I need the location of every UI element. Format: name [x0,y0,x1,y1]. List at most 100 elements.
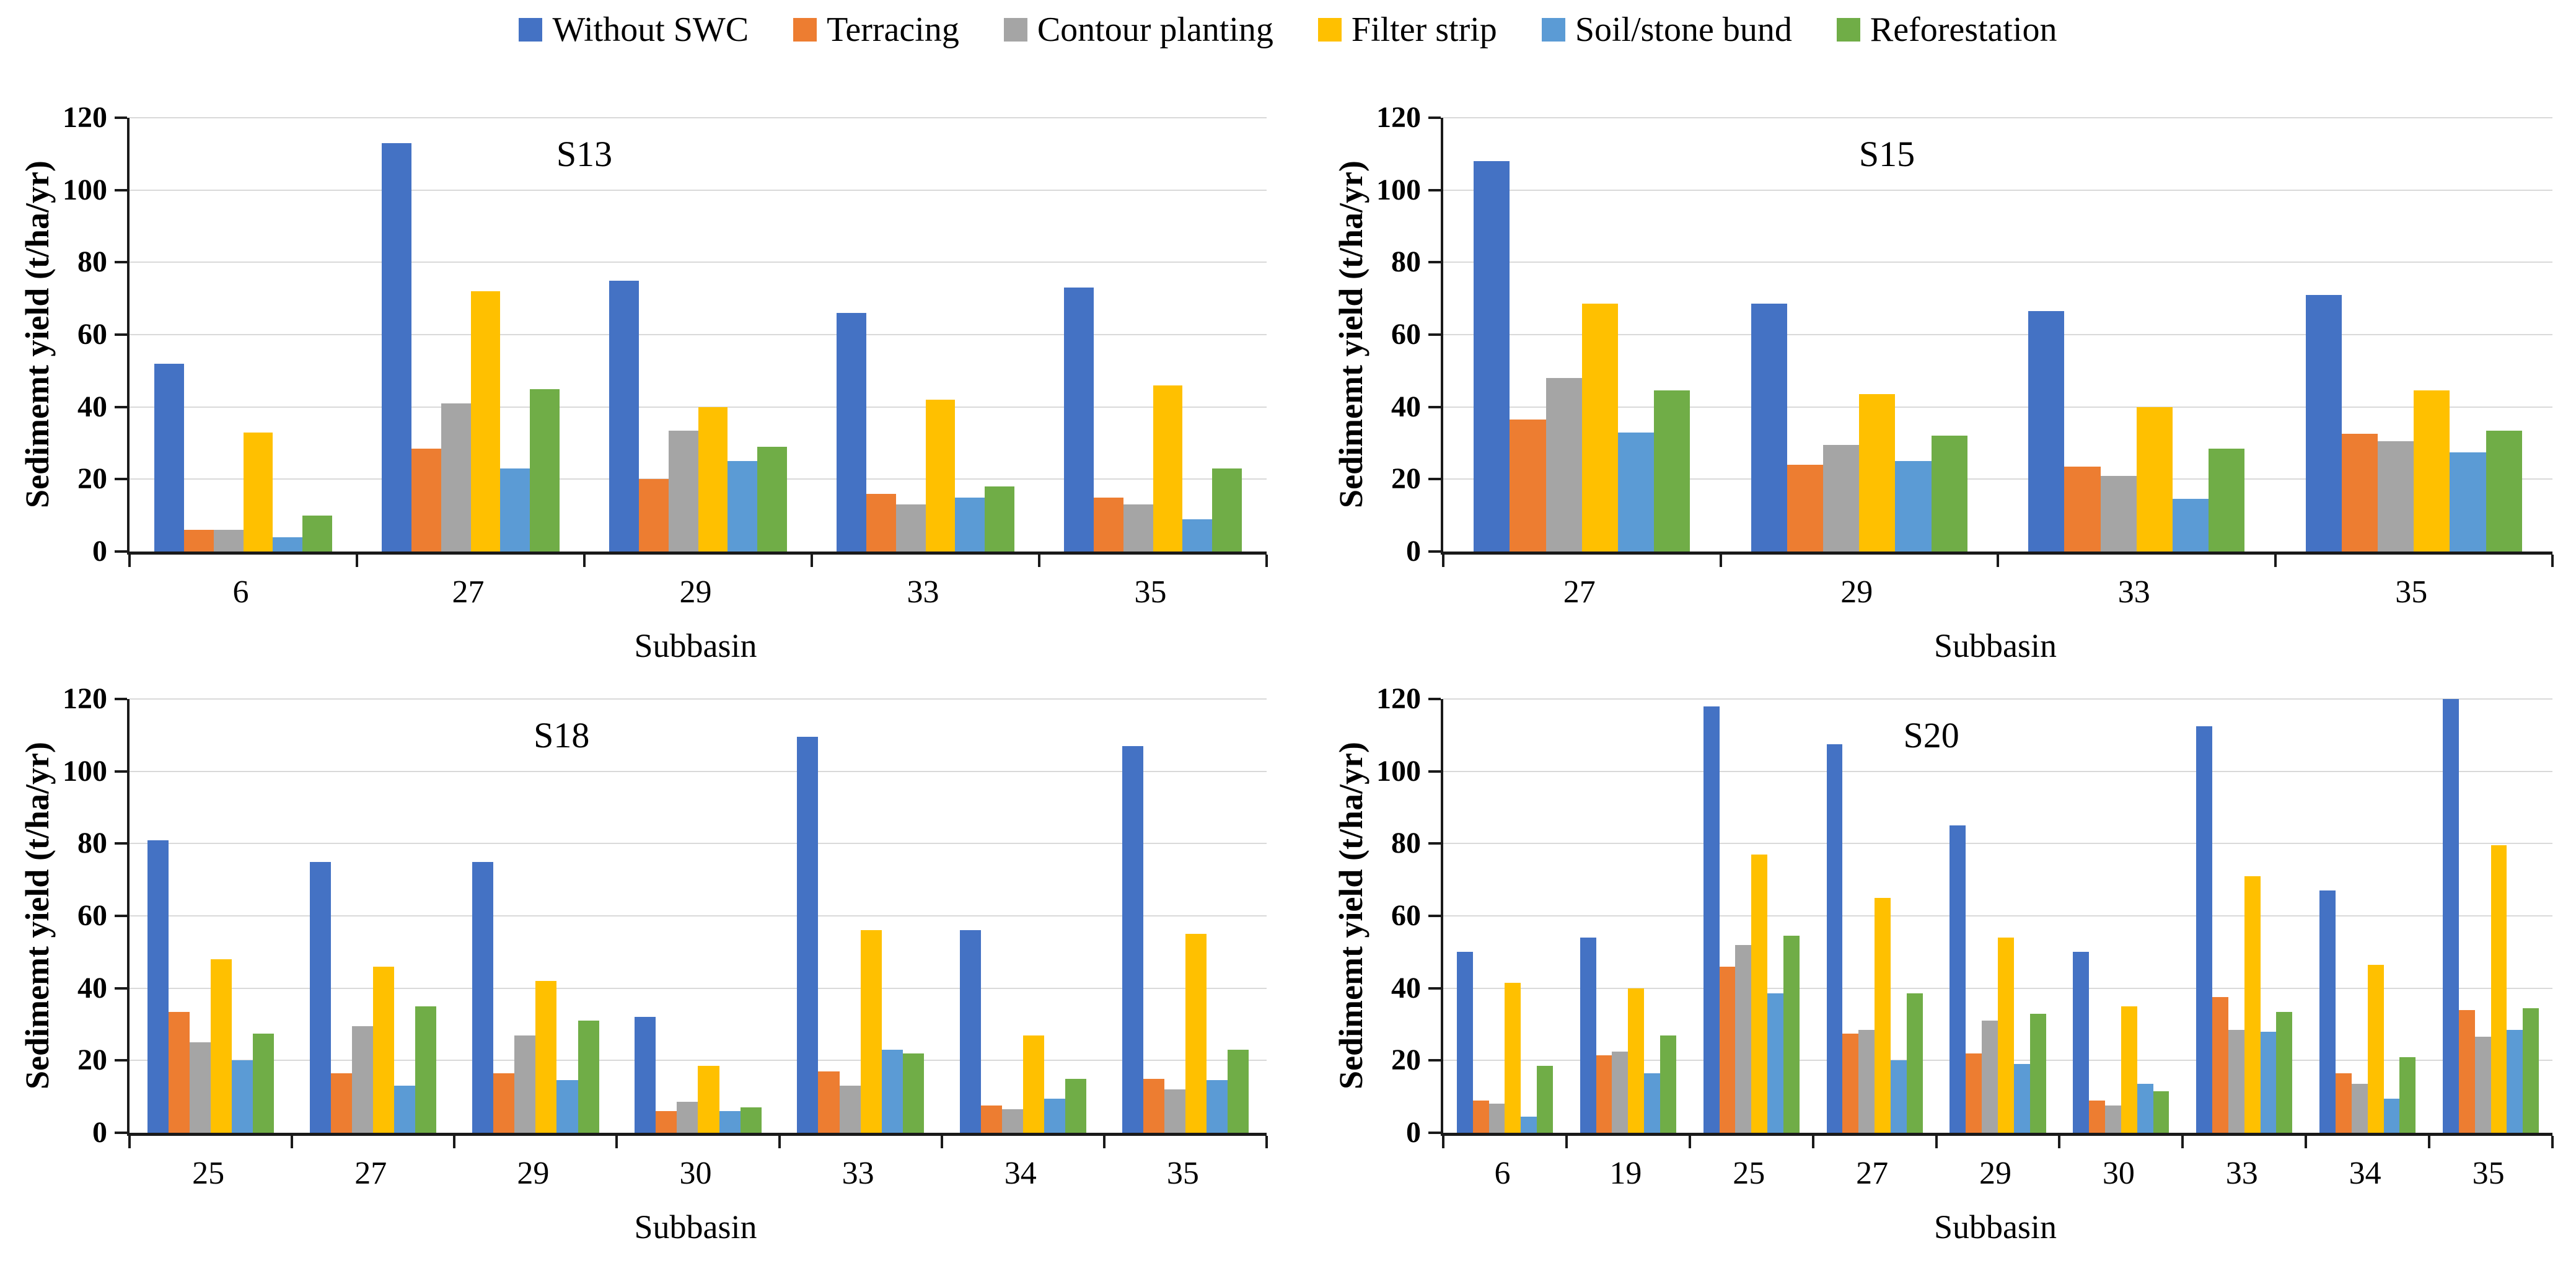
bar-terracing [2458,1009,2475,1133]
bar-contour-planting [839,1086,861,1133]
bar-reforestation [2209,448,2245,552]
y-tick-mark-icon [115,1059,127,1062]
x-tick-mark-icon [2274,555,2277,567]
bar-soil-stone-bund [2137,1084,2153,1133]
gridline [130,1060,1267,1062]
x-axis-ticks: 25 27 29 30 33 34 35 [127,1158,1264,1190]
bar-soil-stone-bund [232,1060,253,1133]
y-tick: 60 [1391,320,1441,349]
bar-soil-stone-bund [728,461,757,552]
legend-label: Filter strip [1351,10,1497,49]
bar-terracing [2064,466,2101,552]
bar-contour-planting [1001,1109,1023,1133]
x-tick-mark-icon [1565,1136,1568,1148]
bar-contour-planting [1612,1051,1629,1133]
bar-reforestation [529,389,560,552]
panel-title: S18 [534,715,590,755]
x-tick-label: 35 [2472,1156,2505,1191]
bar-contour-planting [514,1035,536,1133]
y-tick-label: 80 [77,827,107,860]
x-axis-ticks: 27 29 33 35 [1441,576,2550,609]
x-tick-label: 27 [1856,1156,1889,1191]
bar-filter-strip [470,291,501,552]
y-tick-label: 60 [1391,318,1421,351]
bar-contour-planting [1858,1029,1875,1133]
x-tick-mark-icon [1935,1136,1938,1148]
bar-group-subbasin-19 [1567,699,1690,1133]
bar-without-swc [1580,938,1596,1133]
bar-filter-strip [1751,854,1768,1133]
bar-group-subbasin-29 [454,699,617,1133]
bar-terracing [818,1071,840,1133]
y-tick: 20 [1391,464,1441,494]
bar-group-subbasin-27 [1813,699,1936,1133]
bar-contour-planting [2378,441,2414,552]
x-tick-mark-icon [128,1136,131,1148]
gridline [1443,189,2552,191]
y-tick-label: 20 [1391,1044,1421,1077]
y-tick: 80 [1391,247,1441,277]
bar-reforestation [2276,1011,2293,1133]
x-axis-ticks: 6 19 25 27 29 30 33 34 35 [1441,1158,2550,1190]
plot-area: S20 [1441,698,2554,1148]
x-tick-mark-icon [128,555,131,567]
bar-soil-stone-bund [1890,1060,1907,1133]
y-tick: 120 [1376,684,1441,714]
legend-swatch-icon [519,17,543,42]
plot-area: S15 [1441,117,2554,567]
x-tick-label: 6 [1494,1156,1511,1191]
y-tick-label: 0 [1406,535,1421,568]
bar-group-subbasin-30 [617,699,779,1133]
bar-filter-strip [1153,385,1183,552]
bar-terracing [1510,420,1546,552]
bar-group-subbasin-35 [2429,699,2552,1133]
bar-reforestation [578,1021,599,1133]
plot-area: S18 [127,698,1268,1148]
y-tick-label: 80 [77,245,107,279]
y-tick-mark-icon [115,405,127,408]
bar-contour-planting [668,430,698,552]
x-tick-mark-icon [1102,1136,1106,1148]
chart-panel-s15: Sedimemt yield (t/ha/yr) 0 20 40 60 80 100 120 S… [1289,59,2576,662]
bar-filter-strip [860,930,882,1133]
bar-without-swc [797,737,819,1133]
bar-without-swc [1064,288,1094,552]
y-tick-label: 40 [77,390,107,423]
x-tick-label: 27 [354,1156,387,1191]
chart-legend: Without SWC Terracing Contour planting Filt… [0,0,2576,59]
bar-filter-strip [373,966,395,1133]
bar-group-subbasin-33 [1998,118,2275,552]
x-tick-label: 27 [1563,574,1596,610]
bar-filter-strip [1022,1035,1044,1133]
x-tick-mark-icon [583,555,586,567]
x-tick-label: 33 [2225,1156,2258,1191]
gridline [1443,117,2552,118]
bar-without-swc [1950,825,1966,1133]
bar-group-subbasin-34 [2306,699,2429,1133]
y-tick-label: 80 [1391,245,1421,279]
x-tick-mark-icon [2181,1136,2184,1148]
panel-title: S15 [1858,134,1915,174]
bar-terracing [184,530,214,552]
bar-terracing [493,1073,515,1133]
y-tick-label: 120 [63,682,107,715]
gridline [1443,334,2552,335]
x-tick-mark-icon [778,1136,781,1148]
y-tick: 100 [63,756,127,786]
x-tick-label: 35 [2395,574,2428,610]
bar-soil-stone-bund [2383,1098,2400,1133]
bar-without-swc [2305,294,2342,552]
y-tick: 100 [63,175,127,205]
bar-reforestation [2399,1057,2416,1133]
x-axis-title: Subbasin [634,1208,757,1246]
bar-reforestation [2153,1091,2169,1133]
bar-terracing [1787,465,1824,552]
y-tick-label: 0 [92,535,107,568]
bar-without-swc [147,840,169,1133]
y-tick-mark-icon [115,478,127,481]
bar-terracing [2212,997,2228,1133]
y-tick-label: 20 [1391,462,1421,496]
bar-contour-planting [441,403,471,552]
bar-filter-strip [2244,876,2261,1133]
bar-soil-stone-bund [1617,432,1655,552]
